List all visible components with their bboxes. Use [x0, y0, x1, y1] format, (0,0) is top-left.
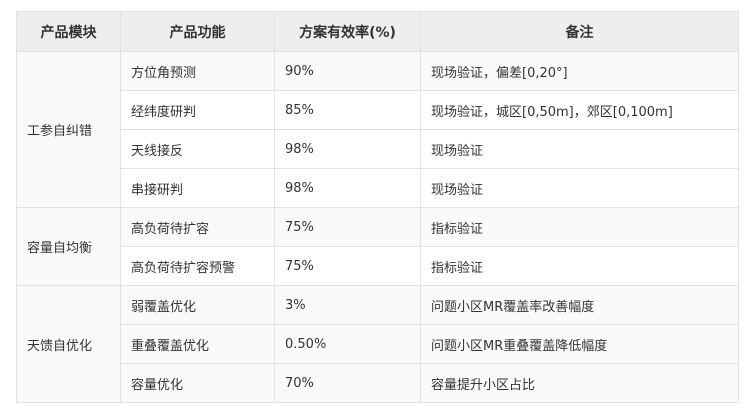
function-cell: 经纬度研判: [120, 90, 275, 130]
header-function: 产品功能: [120, 11, 275, 52]
function-cell: 高负荷待扩容: [120, 207, 275, 247]
note-cell: 现场验证，偏差[0,20°]: [420, 51, 739, 91]
table-row: 天线接反 98% 现场验证: [17, 129, 739, 169]
rate-cell: 70%: [274, 363, 421, 403]
product-efficiency-table: 产品模块 产品功能 方案有效率(%) 备注 工参自纠错 方位角预测 90% 现场验证，…: [16, 11, 739, 403]
rate-cell: 3%: [274, 285, 421, 325]
module-cell: 工参自纠错: [16, 51, 121, 208]
header-module: 产品模块: [16, 11, 121, 52]
rate-cell: 98%: [274, 168, 421, 208]
table-row: 串接研判 98% 现场验证: [17, 168, 739, 208]
note-cell: 指标验证: [420, 207, 739, 247]
note-cell: 容量提升小区占比: [420, 363, 739, 403]
note-cell: 现场验证，城区[0,50m]，郊区[0,100m]: [420, 90, 739, 130]
rate-cell: 75%: [274, 207, 421, 247]
function-cell: 方位角预测: [120, 51, 275, 91]
function-cell: 容量优化: [120, 363, 275, 403]
table-row: 高负荷待扩容预警 75% 指标验证: [17, 246, 739, 286]
rate-cell: 90%: [274, 51, 421, 91]
header-rate: 方案有效率(%): [274, 11, 421, 52]
note-cell: 指标验证: [420, 246, 739, 286]
note-cell: 现场验证: [420, 129, 739, 169]
function-cell: 串接研判: [120, 168, 275, 208]
rate-cell: 75%: [274, 246, 421, 286]
function-cell: 天线接反: [120, 129, 275, 169]
module-cell: 容量自均衡: [16, 207, 121, 286]
table-row: 重叠覆盖优化 0.50% 问题小区MR重叠覆盖降低幅度: [17, 324, 739, 364]
note-cell: 问题小区MR重叠覆盖降低幅度: [420, 324, 739, 364]
header-note: 备注: [420, 11, 739, 52]
table-row: 天馈自优化 弱覆盖优化 3% 问题小区MR覆盖率改善幅度: [16, 285, 739, 403]
table-row: 容量优化 70% 容量提升小区占比: [17, 363, 739, 403]
function-cell: 重叠覆盖优化: [120, 324, 275, 364]
table-header-row: 产品模块 产品功能 方案有效率(%) 备注: [16, 11, 739, 52]
table-row: 工参自纠错 方位角预测 90% 现场验证，偏差[0,20°]: [16, 51, 739, 208]
note-cell: 现场验证: [420, 168, 739, 208]
module-cell: 天馈自优化: [16, 285, 121, 403]
note-cell: 问题小区MR覆盖率改善幅度: [420, 285, 739, 325]
table-row: 容量自均衡 高负荷待扩容 75% 指标验证: [16, 207, 739, 286]
function-cell: 高负荷待扩容预警: [120, 246, 275, 286]
table-row: 经纬度研判 85% 现场验证，城区[0,50m]，郊区[0,100m]: [17, 90, 739, 130]
function-cell: 弱覆盖优化: [120, 285, 275, 325]
rate-cell: 85%: [274, 90, 421, 130]
rate-cell: 0.50%: [274, 324, 421, 364]
rate-cell: 98%: [274, 129, 421, 169]
